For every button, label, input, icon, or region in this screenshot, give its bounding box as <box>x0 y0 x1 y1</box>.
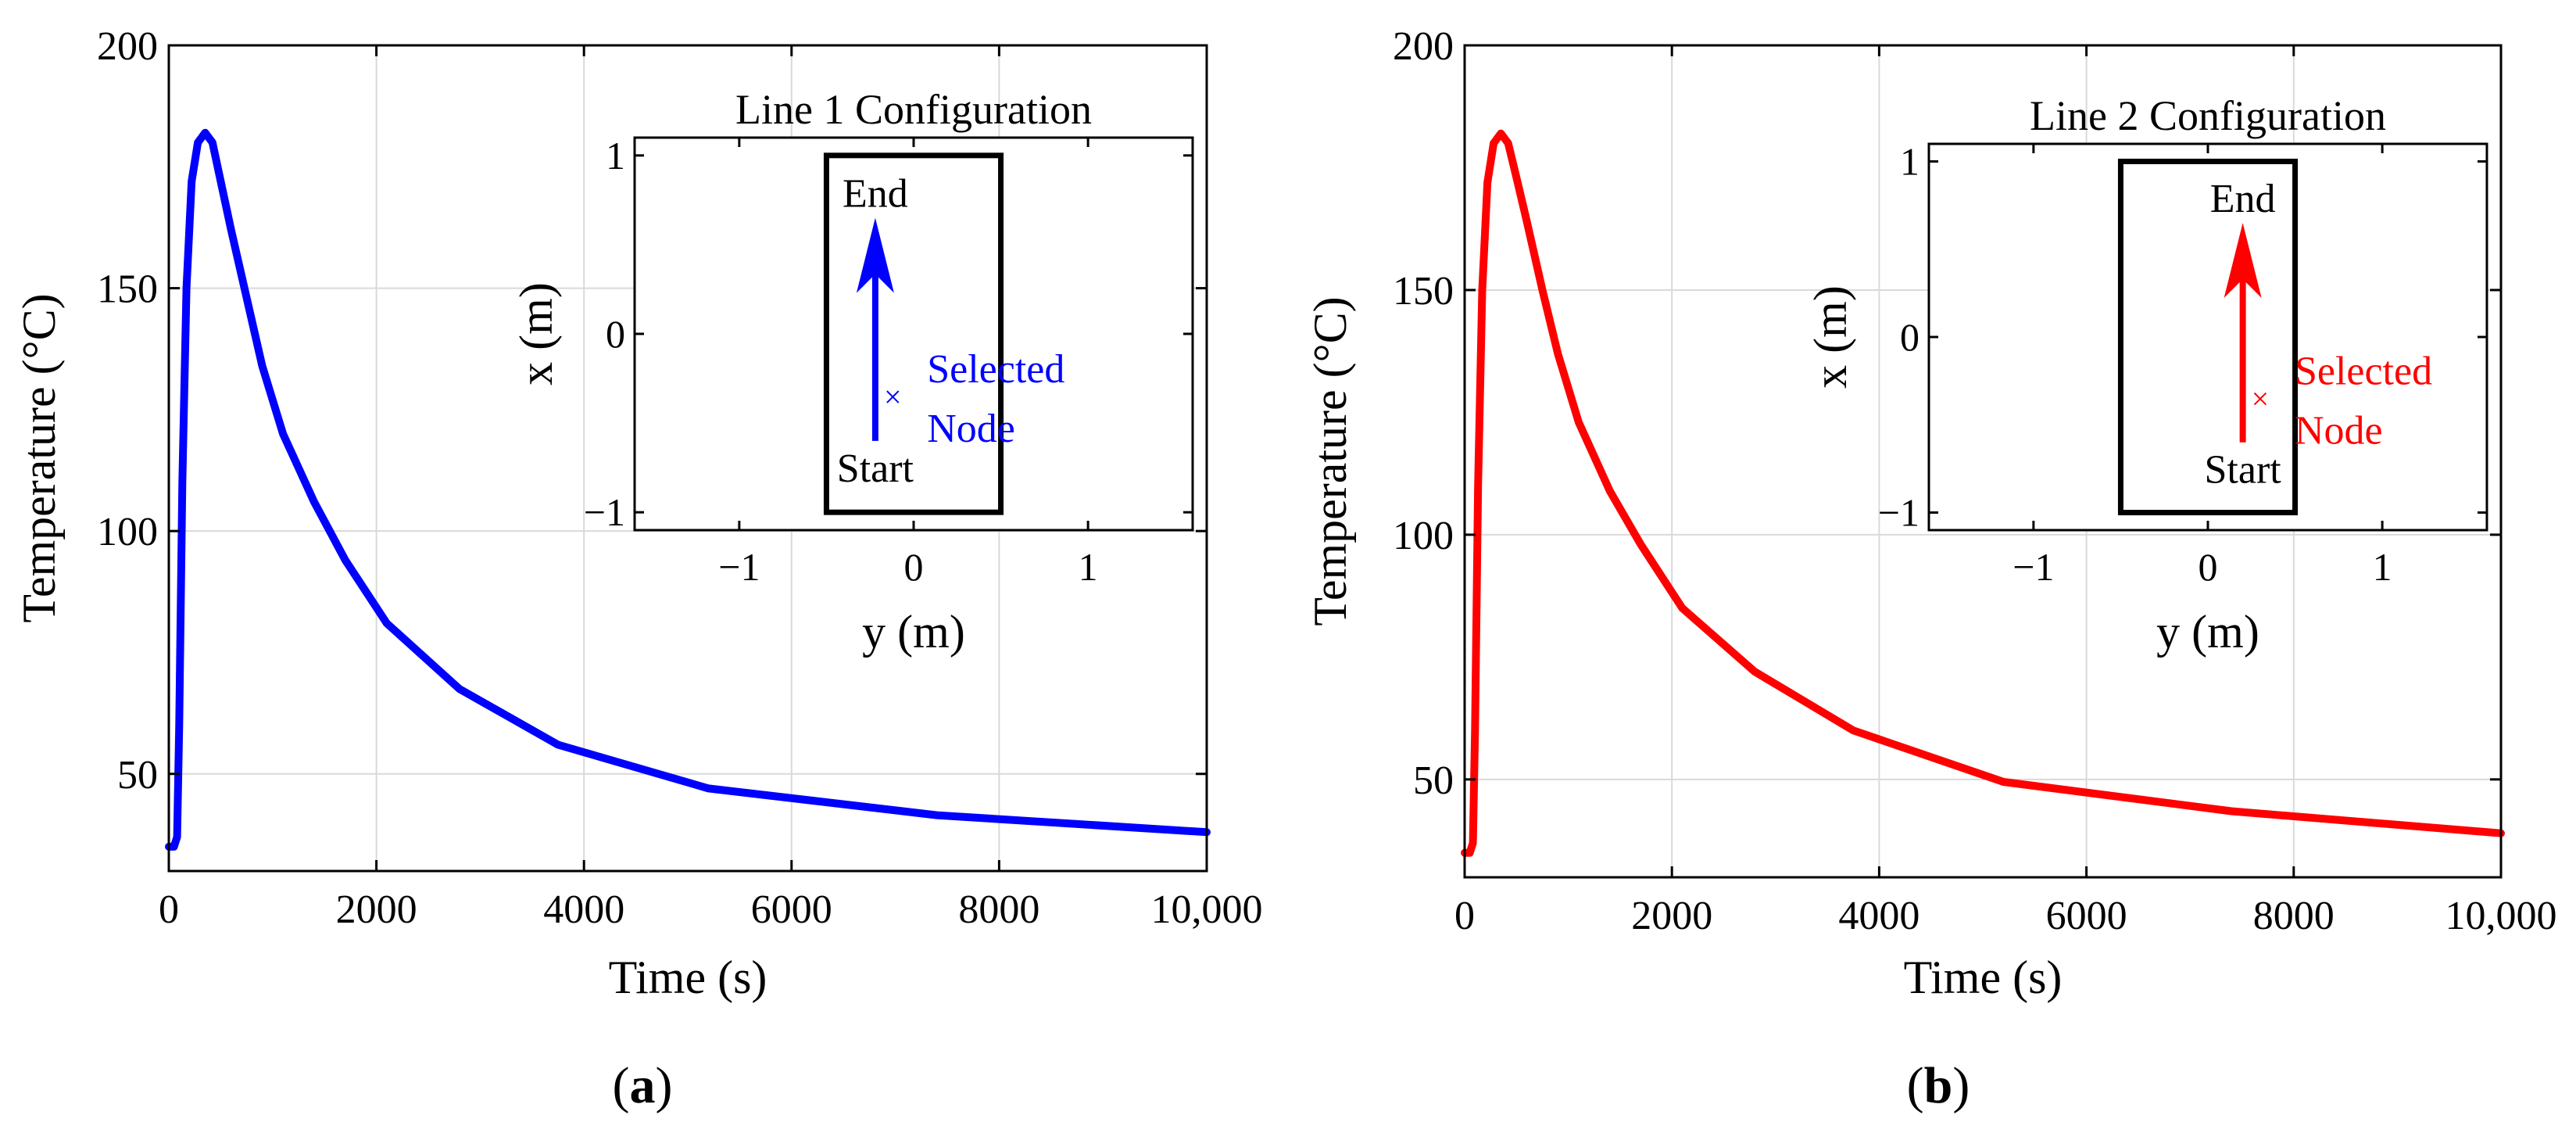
x-tick-label: 4000 <box>543 887 624 932</box>
selected-label-line1: Selected <box>2295 350 2432 394</box>
inset-x-tick-label: −1 <box>2012 545 2054 589</box>
inset-x-axis-title: y (m) <box>2156 606 2259 658</box>
inset-a: −1 0 1 −1 0 1 Line 1 Configuration y (m) x (m) En… <box>510 86 1194 658</box>
series-line-b <box>1461 129 2505 857</box>
inset-y-tick-label: 0 <box>606 312 625 356</box>
line-direction-arrowhead <box>2224 223 2262 299</box>
y-tick-label: 100 <box>97 510 158 554</box>
inset-x-axis-title: y (m) <box>862 606 965 658</box>
inset-x-tick-label: 1 <box>1079 545 1098 589</box>
end-label: End <box>843 172 908 217</box>
x-tick-label: 6000 <box>2046 894 2127 938</box>
inset-y-axis-title: x (m) <box>510 282 562 385</box>
inset-b: −1 0 1 −1 0 1 Line 2 Configuration y (m) x (m) En… <box>1805 92 2488 658</box>
x-axis-title: Time (s) <box>609 952 767 1003</box>
x-tick-label: 10,000 <box>2445 894 2557 938</box>
main-axes-frame <box>1463 44 2503 879</box>
x-tick-label: 8000 <box>958 887 1039 932</box>
inset-x-tick-label: 0 <box>2199 545 2218 589</box>
inset-x-tick-label: −1 <box>718 545 760 589</box>
inset-axes-frame <box>1927 142 2488 532</box>
main-axes-frame <box>167 44 1208 873</box>
x-tick-label: 2000 <box>336 887 417 932</box>
selected-node-marker: × <box>884 379 902 414</box>
inset-background <box>635 138 1193 530</box>
y-tick-label: 50 <box>117 753 158 798</box>
panel-label: (a) <box>613 1057 673 1114</box>
selected-label-line1: Selected <box>927 347 1064 392</box>
y-tick-label: 200 <box>1393 24 1454 69</box>
inset-y-axis-title: x (m) <box>1805 285 1856 389</box>
x-tick-label: 0 <box>1454 894 1475 938</box>
x-tick-label: 4000 <box>1838 894 1919 938</box>
y-tick-label: 100 <box>1393 514 1454 558</box>
inset-x-tick-label: 1 <box>2373 545 2392 589</box>
configuration-box <box>823 152 1004 515</box>
inset-y-tick-label: −1 <box>584 490 625 534</box>
x-tick-label: 0 <box>159 887 179 932</box>
y-tick-label: 150 <box>97 267 158 312</box>
selected-node-marker: × <box>2252 382 2270 417</box>
y-tick-label: 150 <box>1393 269 1454 314</box>
inset-y-tick-label: 1 <box>1900 139 1919 183</box>
x-tick-label: 10,000 <box>1151 887 1263 932</box>
inset-y-tick-label: −1 <box>1878 491 1919 535</box>
start-label: Start <box>837 446 914 491</box>
inset-title: Line 2 Configuration <box>2030 92 2386 139</box>
selected-label-line2: Node <box>2295 409 2383 453</box>
start-label: Start <box>2205 448 2282 493</box>
y-axis-title: Temperature (°C) <box>1304 296 1356 626</box>
x-tick-label: 6000 <box>751 887 832 932</box>
series-line-a <box>165 128 1211 851</box>
y-tick-label: 50 <box>1413 758 1454 803</box>
inset-background <box>1929 144 2487 530</box>
inset-title: Line 1 Configuration <box>735 86 1092 133</box>
end-label: End <box>2210 177 2276 221</box>
inset-axes-frame <box>633 136 1194 532</box>
selected-label-line2: Node <box>927 407 1015 451</box>
x-tick-label: 2000 <box>1631 894 1712 938</box>
panel-label: (b) <box>1907 1057 1970 1114</box>
configuration-box <box>2117 158 2299 516</box>
x-axis-title: Time (s) <box>1904 952 2063 1003</box>
inset-x-tick-label: 0 <box>904 545 924 589</box>
y-tick-label: 200 <box>97 24 158 69</box>
x-tick-label: 8000 <box>2253 894 2334 938</box>
y-axis-title: Temperature (°C) <box>13 293 65 622</box>
inset-y-tick-label: 1 <box>606 134 625 177</box>
inset-y-tick-label: 0 <box>1900 315 1919 359</box>
line-direction-arrowhead <box>856 217 894 293</box>
